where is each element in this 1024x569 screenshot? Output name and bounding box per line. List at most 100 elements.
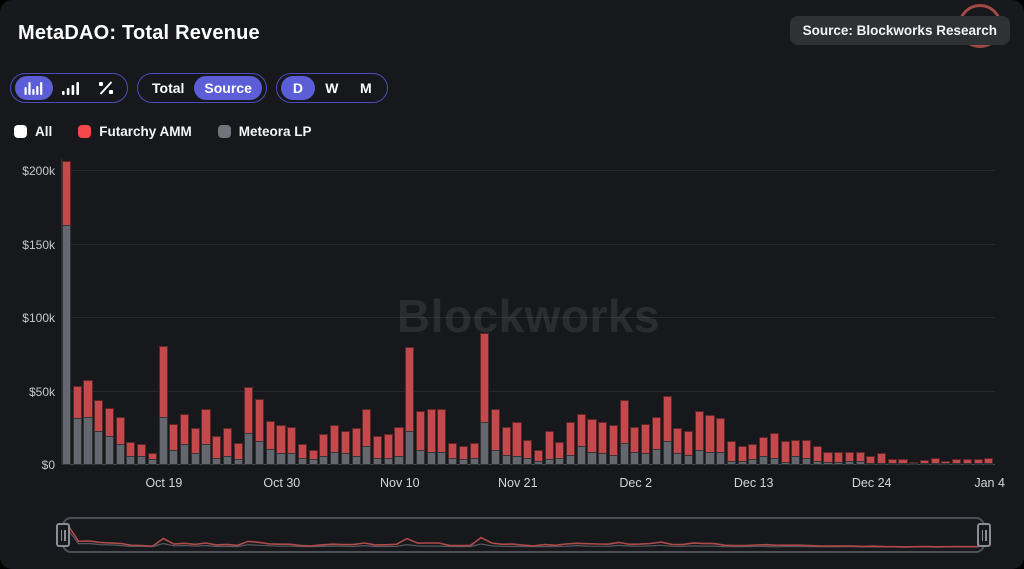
bar-nov-5[interactable] <box>340 431 350 465</box>
time-range-brush[interactable] <box>56 517 991 553</box>
bar-dec-12[interactable] <box>737 445 747 465</box>
bar-dec-15[interactable] <box>769 432 779 465</box>
legend-item-meteora-lp[interactable]: Meteora LP <box>217 124 312 139</box>
bar-dec-27[interactable] <box>898 459 908 465</box>
interval-day-button[interactable]: D <box>280 76 315 100</box>
bar-dec-8[interactable] <box>694 410 704 465</box>
bar-oct-20[interactable] <box>169 423 179 465</box>
bar-oct-10[interactable] <box>62 160 72 465</box>
bar-nov-11[interactable] <box>405 347 415 465</box>
bar-dec-9[interactable] <box>705 415 715 465</box>
bar-nov-10[interactable] <box>394 426 404 465</box>
bar-dec-19[interactable] <box>812 445 822 465</box>
bar-dec-1[interactable] <box>619 400 629 465</box>
bar-dec-10[interactable] <box>716 417 726 465</box>
interval-week-button[interactable]: W <box>315 76 349 100</box>
bar-nov-16[interactable] <box>458 445 468 465</box>
bar-dec-23[interactable] <box>855 451 865 465</box>
bar-dec-30[interactable] <box>930 457 940 465</box>
bar-nov-20[interactable] <box>501 426 511 465</box>
bar-dec-14[interactable] <box>759 437 769 465</box>
bar-jan-4[interactable] <box>984 457 994 465</box>
ascending-bars-button[interactable] <box>53 76 89 100</box>
bar-nov-7[interactable] <box>362 409 372 465</box>
bar-dec-25[interactable] <box>877 452 887 465</box>
mode-source-button[interactable]: Source <box>194 76 262 100</box>
bar-oct-18[interactable] <box>147 453 157 465</box>
bar-oct-31[interactable] <box>287 426 297 465</box>
bar-oct-24[interactable] <box>212 435 222 465</box>
bar-oct-27[interactable] <box>244 387 254 465</box>
bar-jan-2[interactable] <box>962 458 972 465</box>
bar-nov-3[interactable] <box>319 434 329 465</box>
bar-dec-7[interactable] <box>683 431 694 465</box>
bar-oct-28[interactable] <box>255 398 265 465</box>
bar-nov-30[interactable] <box>608 425 619 465</box>
bar-nov-24[interactable] <box>544 431 554 465</box>
bar-dec-13[interactable] <box>748 444 758 465</box>
bar-oct-16[interactable] <box>126 441 136 465</box>
bar-dec-17[interactable] <box>791 440 801 465</box>
bar-nov-8[interactable] <box>372 435 383 465</box>
bar-oct-12[interactable] <box>83 379 93 465</box>
bar-oct-23[interactable] <box>201 409 211 465</box>
interval-month-button[interactable]: M <box>349 76 383 100</box>
bar-dec-28[interactable] <box>909 461 919 465</box>
bar-dec-24[interactable] <box>866 455 876 465</box>
bar-nov-29[interactable] <box>598 422 608 465</box>
bar-nov-14[interactable] <box>437 409 447 465</box>
bar-dec-11[interactable] <box>726 441 736 465</box>
mode-total-button[interactable]: Total <box>142 76 194 100</box>
legend-item-futarchy-amm[interactable]: Futarchy AMM <box>78 124 192 139</box>
bar-dec-22[interactable] <box>844 451 854 465</box>
bar-dec-3[interactable] <box>641 423 651 465</box>
legend-item-all[interactable]: All <box>14 124 52 139</box>
bar-nov-9[interactable] <box>383 434 393 465</box>
bar-nov-23[interactable] <box>533 450 543 465</box>
bar-nov-21[interactable] <box>512 422 522 465</box>
bar-nov-2[interactable] <box>308 450 318 465</box>
percent-view-button[interactable] <box>89 76 123 100</box>
bar-nov-17[interactable] <box>469 442 479 465</box>
brush-handle-right[interactable] <box>977 523 991 547</box>
bar-dec-2[interactable] <box>630 426 640 465</box>
bar-oct-30[interactable] <box>276 425 286 465</box>
bar-nov-26[interactable] <box>566 422 576 465</box>
bar-nov-12[interactable] <box>415 410 425 465</box>
bar-dec-4[interactable] <box>651 416 661 465</box>
bar-jan-1[interactable] <box>952 459 962 465</box>
bar-jan-3[interactable] <box>973 459 983 465</box>
bar-nov-25[interactable] <box>555 441 565 465</box>
bar-oct-14[interactable] <box>104 407 114 465</box>
bar-nov-28[interactable] <box>587 419 597 465</box>
bar-dec-16[interactable] <box>780 441 790 465</box>
stacked-bars-button[interactable] <box>15 76 53 100</box>
bar-nov-4[interactable] <box>330 425 340 465</box>
bar-dec-20[interactable] <box>823 451 833 465</box>
bar-nov-19[interactable] <box>490 409 501 465</box>
bar-oct-26[interactable] <box>233 442 243 465</box>
bar-dec-6[interactable] <box>673 428 683 465</box>
bar-nov-15[interactable] <box>448 442 458 465</box>
bar-dec-31[interactable] <box>941 460 951 465</box>
bar-nov-13[interactable] <box>426 409 436 465</box>
bar-oct-22[interactable] <box>190 428 200 465</box>
bar-oct-15[interactable] <box>115 416 125 465</box>
bar-oct-11[interactable] <box>72 385 82 465</box>
bar-nov-6[interactable] <box>351 428 361 465</box>
brush-handle-left[interactable] <box>56 523 70 547</box>
bar-dec-18[interactable] <box>801 440 812 465</box>
bar-oct-21[interactable] <box>179 413 190 465</box>
bar-dec-21[interactable] <box>834 451 844 465</box>
bar-oct-17[interactable] <box>137 444 147 465</box>
bar-nov-1[interactable] <box>297 444 308 465</box>
bar-oct-19[interactable] <box>158 345 168 465</box>
bar-nov-27[interactable] <box>576 413 586 465</box>
bar-dec-26[interactable] <box>887 458 897 465</box>
bar-oct-29[interactable] <box>265 420 275 465</box>
bar-dec-5[interactable] <box>662 395 672 465</box>
bar-nov-18[interactable] <box>480 332 490 465</box>
bar-oct-25[interactable] <box>222 428 232 465</box>
bar-nov-22[interactable] <box>523 440 533 465</box>
bar-dec-29[interactable] <box>919 460 930 465</box>
